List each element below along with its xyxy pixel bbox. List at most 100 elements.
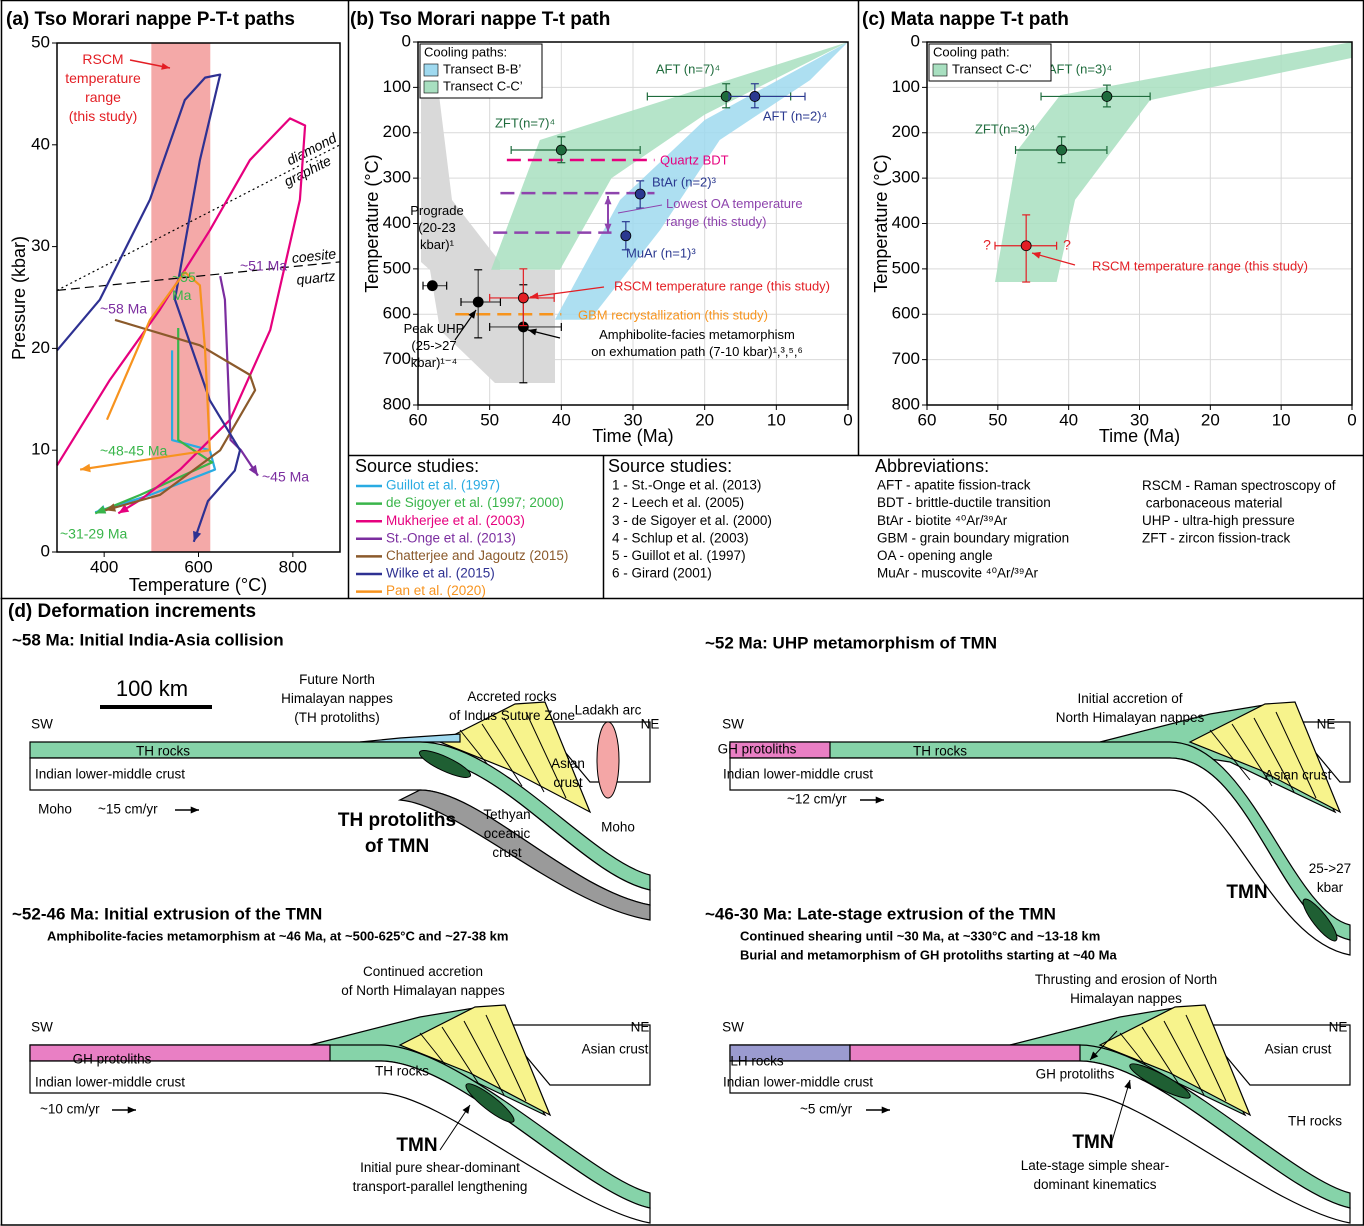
list-item: 6 - Girard (2001) (612, 566, 712, 581)
diagram-label: Moho (38, 802, 72, 817)
x-tick-label: 40 (1059, 410, 1078, 429)
list-item: UHP - ultra-high pressure (1142, 513, 1295, 528)
y-tick-label: 50 (31, 32, 50, 51)
point-label: RSCM temperature range (this study) (614, 278, 830, 293)
y-tick-label: 0 (402, 31, 411, 50)
y-tick-label: 40 (31, 134, 50, 153)
stage-title: ~52 Ma: UHP metamorphism of TMN (705, 633, 997, 652)
list-item: 1 - St.-Onge et al. (2013) (612, 478, 761, 493)
diagram-label: SW (722, 1020, 744, 1035)
legend-label: Transect C-C’ (443, 78, 523, 93)
legend-swatch (424, 81, 438, 93)
ladakh-arc (597, 722, 619, 798)
y-tick-label: 500 (383, 258, 411, 277)
age-label: ~45 Ma (262, 469, 309, 485)
diagram-label: TH rocks (1288, 1114, 1342, 1129)
diagram-label: SW (722, 717, 744, 732)
list-item: ZFT - zircon fission-track (1142, 530, 1291, 545)
legend-label: Transect B-B’ (443, 61, 521, 76)
diagram-label: Indian lower-middle crust (35, 767, 185, 782)
list-title: Abbreviations: (875, 456, 989, 476)
legend-title: Source studies: (355, 456, 479, 476)
diagram-label: NE (1317, 717, 1336, 732)
legend-label: Mukherjee et al. (2003) (386, 513, 525, 528)
list-item: 5 - Guillot et al. (1997) (612, 548, 746, 563)
protolith-layer (850, 1045, 1080, 1061)
list-item: 4 - Schlup et al. (2003) (612, 530, 749, 545)
diagram-label: LH rocks (730, 1054, 784, 1069)
data-point (635, 189, 645, 199)
y-tick-label: 400 (383, 213, 411, 232)
diagram-label: TMN (1226, 882, 1267, 903)
y-tick-label: 10 (31, 440, 50, 459)
point-label: AFT (n=2)⁴ (763, 108, 827, 123)
diagram-label: ~5 cm/yr (800, 1102, 853, 1117)
x-tick-label: 60 (409, 410, 428, 429)
stage-subtitle: Continued shearing until ~30 Ma, at ~330… (740, 928, 1100, 943)
panel-title: (a) Tso Morari nappe P-T-t paths (6, 9, 295, 30)
panel-title: (c) Mata nappe T-t path (862, 9, 1069, 30)
legend-label: Transect C-C’ (952, 61, 1032, 76)
diagram-label: Moho (601, 820, 635, 835)
legend-title: Cooling paths: (424, 44, 507, 59)
x-tick-label: 800 (279, 557, 307, 576)
legend-label: St.-Onge et al. (2013) (386, 530, 516, 545)
diagram-label: Indian lower-middle crust (723, 767, 873, 782)
axis-title: Time (Ma) (592, 426, 673, 446)
uncertainty-label: ? (1063, 237, 1071, 253)
figure: (a) Tso Morari nappe P-T-t pathsRSCMtemp… (0, 0, 1364, 1226)
age-label: ~51 Ma (240, 258, 287, 274)
list-item: MuAr - muscovite ⁴⁰Ar/³⁹Ar (877, 566, 1039, 581)
diagram-label: SW (31, 717, 53, 732)
diagram-label: NE (641, 717, 660, 732)
legend-label: Chatterjee and Jagoutz (2015) (386, 548, 568, 563)
diagram-label: ~10 cm/yr (40, 1102, 100, 1117)
list-item: AFT - apatite fission-track (877, 478, 1031, 493)
point-label: ZFT(n=3)⁴ (975, 121, 1035, 136)
y-tick-label: 300 (892, 168, 920, 187)
data-point (1057, 145, 1067, 155)
y-tick-label: 0 (41, 541, 50, 560)
x-tick-label: 20 (1201, 410, 1220, 429)
diagram-label: ~12 cm/yr (787, 792, 847, 807)
y-tick-label: 100 (383, 77, 411, 96)
diagram-label: GH protoliths (1036, 1067, 1115, 1082)
data-point (1102, 91, 1112, 101)
stage-title: ~46-30 Ma: Late-stage extrusion of the T… (705, 904, 1056, 923)
x-tick-label: 10 (1272, 410, 1291, 429)
diagram-label: NE (631, 1020, 650, 1035)
legend-label: Wilke et al. (2015) (386, 566, 495, 581)
x-tick-label: 0 (1347, 410, 1356, 429)
y-tick-label: 600 (383, 304, 411, 323)
point-label: AFT (n=7)⁴ (656, 61, 720, 76)
x-tick-label: 50 (988, 410, 1007, 429)
list-item: GBM - grain boundary migration (877, 530, 1069, 545)
y-tick-label: 400 (892, 213, 920, 232)
point-label: AFT (n=3)⁴ (1048, 61, 1112, 76)
legend-label: Pan et al. (2020) (386, 583, 486, 598)
age-label: ~31-29 Ma (60, 526, 128, 542)
diagram-label: Ladakh arc (575, 703, 642, 718)
list-item: BDT - brittle-ductile transition (877, 495, 1051, 510)
list-item: 2 - Leech et al. (2005) (612, 495, 744, 510)
list-item: BtAr - biotite ⁴⁰Ar/³⁹Ar (877, 513, 1008, 528)
age-label: ~48-45 Ma (100, 443, 168, 459)
diagram-label: GH protoliths (718, 742, 797, 757)
list-item: 3 - de Sigoyer et al. (2000) (612, 513, 772, 528)
y-tick-label: 800 (383, 394, 411, 413)
axis-title: Pressure (kbar) (9, 236, 29, 360)
y-tick-label: 600 (892, 304, 920, 323)
legend-swatch (933, 64, 947, 76)
y-tick-label: 200 (892, 122, 920, 141)
y-tick-label: 800 (892, 394, 920, 413)
list-title: Source studies: (608, 456, 732, 476)
diagram-label: TH rocks (136, 744, 190, 759)
diagram-label: NE (1329, 1020, 1348, 1035)
legend-swatch (424, 64, 438, 76)
x-tick-label: 600 (184, 557, 212, 576)
data-point (473, 297, 483, 307)
y-tick-label: 700 (892, 349, 920, 368)
stage-title: ~52-46 Ma: Initial extrusion of the TMN (12, 904, 322, 923)
stage-subtitle: Burial and metamorphism of GH protoliths… (740, 947, 1117, 962)
legend-label: de Sigoyer et al. (1997; 2000) (386, 495, 564, 510)
